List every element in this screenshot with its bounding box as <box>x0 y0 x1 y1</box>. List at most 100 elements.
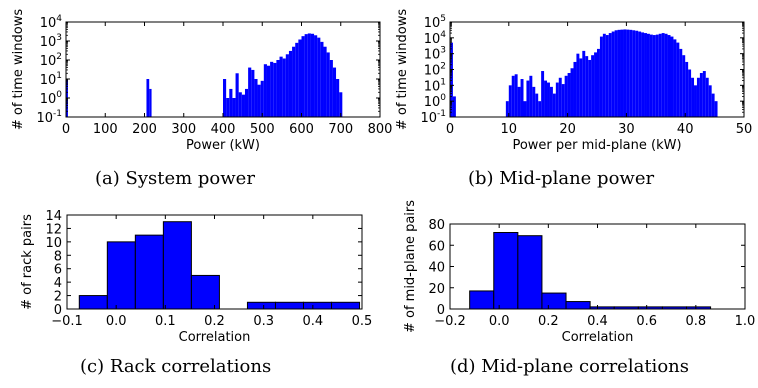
y-tick-label: 0 <box>54 303 62 318</box>
bar <box>232 98 236 117</box>
y-tick-label: 104 <box>424 30 447 47</box>
chart-d: −0.2 0.0 0.2 0.4 0.6 0.8 1.0 0 20 40 60 80 Correlati… <box>403 200 755 345</box>
x-tick-label: 700 <box>328 122 353 137</box>
x-tick-label: 400 <box>211 122 236 137</box>
y-tick-label: 103 <box>424 46 446 63</box>
bar <box>620 29 624 117</box>
caption-b: (b) Mid-plane power <box>468 168 655 189</box>
bar <box>561 84 565 117</box>
x-axis-label: Correlation <box>562 330 634 345</box>
y-tick-label: 102 <box>424 62 446 79</box>
x-tick-label: 0.4 <box>587 314 608 329</box>
x-tick-label: 800 <box>368 122 393 137</box>
bar <box>146 79 150 117</box>
y-tick-label: 40 <box>428 261 445 276</box>
x-axis-label: Power (kW) <box>186 138 260 153</box>
y-tick-label: 20 <box>428 282 445 297</box>
bar <box>317 37 321 117</box>
y-axis-label: # of rack pairs <box>20 214 35 310</box>
bar <box>673 39 677 118</box>
bar <box>608 33 612 117</box>
bar <box>282 58 286 117</box>
y-tick-label: 80 <box>428 218 445 233</box>
y-tick-label: 8 <box>54 249 62 264</box>
bar <box>505 101 509 117</box>
bar <box>588 59 592 117</box>
bar <box>646 33 650 117</box>
bar <box>629 29 633 118</box>
x-tick-label: 0.0 <box>489 314 510 329</box>
bar <box>661 33 665 117</box>
x-tick-label: 0.8 <box>685 314 706 329</box>
bar <box>582 50 586 117</box>
x-tick-label: 20 <box>559 122 576 137</box>
bar <box>270 61 274 117</box>
y-tick-label: 6 <box>54 263 62 278</box>
bar <box>514 74 518 117</box>
bar <box>339 92 343 117</box>
bar <box>708 85 712 117</box>
bar <box>320 41 324 118</box>
bar <box>579 58 583 117</box>
bar <box>714 101 718 117</box>
chart-a: 0 100 200 300 400 500 600 700 800 10-1 100 101 102 10… <box>11 9 392 153</box>
bar <box>611 31 615 118</box>
bar <box>266 65 271 117</box>
bar <box>632 30 636 118</box>
bar <box>302 301 333 310</box>
bar <box>469 290 495 310</box>
bar <box>702 71 706 117</box>
bar <box>149 88 152 117</box>
bar <box>549 86 553 117</box>
x-tick-label: −0.1 <box>51 314 83 329</box>
bar <box>301 36 305 117</box>
y-axis-label: # of mid-plane pairs <box>403 200 418 333</box>
bar <box>279 56 283 117</box>
bar <box>235 73 239 117</box>
bar <box>623 29 627 118</box>
bar <box>535 93 539 117</box>
bar <box>711 93 715 117</box>
bar <box>523 101 527 117</box>
bar <box>688 69 692 117</box>
bar <box>644 33 647 117</box>
bar <box>529 75 533 117</box>
bar <box>597 48 600 117</box>
y-axis-label: # of time windows <box>11 9 26 131</box>
x-tick-label: 10 <box>501 122 518 137</box>
bar <box>134 234 164 310</box>
bar <box>223 79 227 117</box>
bar <box>323 46 327 117</box>
bar <box>676 42 680 117</box>
x-tick-label: 0.5 <box>352 314 373 329</box>
y-tick-label: 101 <box>424 77 446 94</box>
caption-a: (a) System power <box>95 168 255 189</box>
y-tick-label: 104 <box>40 14 63 31</box>
bar <box>310 33 315 117</box>
bar <box>162 221 192 310</box>
bar <box>336 79 340 117</box>
bar <box>696 77 700 117</box>
bar <box>585 56 589 117</box>
bar <box>541 71 545 117</box>
bar <box>493 232 519 310</box>
y-tick-label: 12 <box>45 222 62 237</box>
bar <box>570 68 574 117</box>
bar <box>106 241 136 310</box>
bar <box>691 77 695 117</box>
bar <box>635 30 639 117</box>
bar <box>538 101 542 117</box>
bar <box>655 34 659 117</box>
bar <box>552 93 556 117</box>
bar <box>298 39 302 117</box>
x-axis-label: Correlation <box>179 330 251 345</box>
bar <box>329 60 333 117</box>
bar <box>602 33 606 117</box>
bar <box>326 52 330 117</box>
x-tick-label: −0.2 <box>434 314 466 329</box>
bar <box>254 79 258 117</box>
y-tick-label: 105 <box>424 14 446 31</box>
